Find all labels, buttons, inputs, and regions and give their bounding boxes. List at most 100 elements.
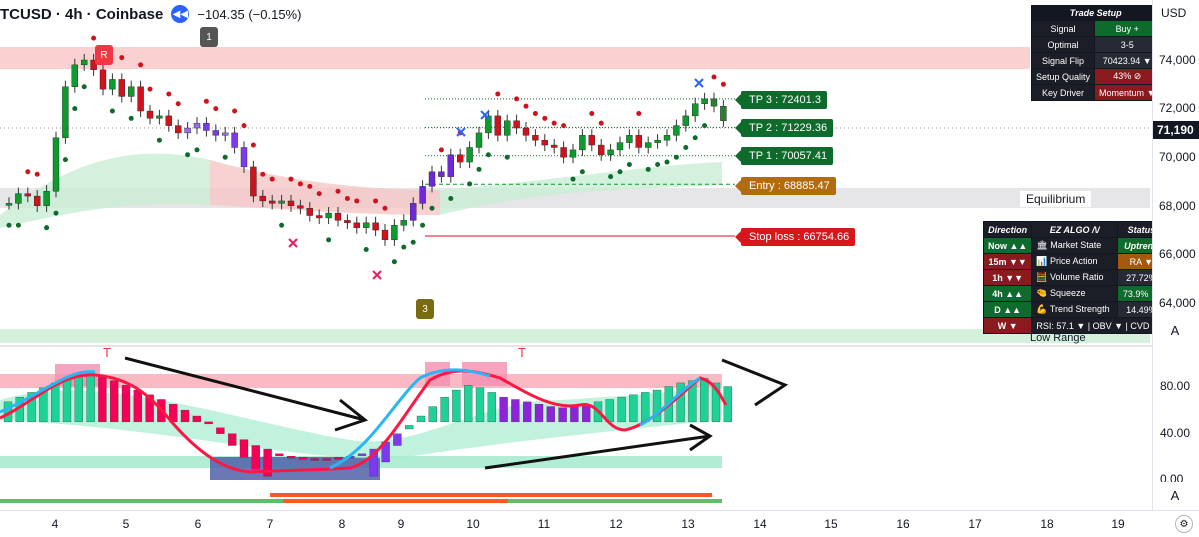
trail-dot <box>185 152 191 158</box>
candle-body <box>710 98 718 107</box>
osc-histogram-bar <box>204 421 213 425</box>
candle-body <box>701 98 708 104</box>
osc-histogram-bar <box>499 396 508 423</box>
candle-body <box>410 203 417 221</box>
osc-histogram-bar <box>27 392 36 423</box>
setup-row: Key Driver Momentum ▼ <box>1030 84 1161 101</box>
trail-dot <box>514 96 520 102</box>
low-range-label: Low Range <box>1030 332 1086 344</box>
candle-body <box>193 122 201 129</box>
trail-dot <box>532 110 538 116</box>
oscillator-auto-button[interactable]: A <box>1170 488 1180 503</box>
osc-histogram-bar <box>310 458 319 461</box>
candle-body <box>325 212 332 219</box>
osc-histogram-bar <box>121 385 131 423</box>
time-axis[interactable]: 4 5 6 7 8 9 10 11 12 13 14 15 16 17 18 1… <box>0 510 1199 537</box>
trail-dot <box>91 35 97 41</box>
candle-body <box>165 115 173 126</box>
oscillator-tick: 80.00 <box>1160 379 1191 393</box>
candle-body <box>52 137 60 192</box>
symbol-title[interactable]: TCUSD · 4h · Coinbase <box>0 5 164 23</box>
osc-histogram-bar <box>452 389 461 423</box>
trail-dot <box>119 55 125 61</box>
trail-dot <box>260 171 266 177</box>
candle-body <box>466 147 473 163</box>
candle-body <box>494 115 501 136</box>
osc-histogram-bar <box>393 433 402 446</box>
candle-body <box>62 86 69 138</box>
osc-blue-line <box>329 368 491 470</box>
candle-body <box>231 132 238 148</box>
trail-dot <box>382 205 388 211</box>
osc-histogram-bar <box>369 448 378 477</box>
trail-dot <box>373 198 379 204</box>
osc-histogram-bar <box>534 404 544 423</box>
candle-body <box>522 127 530 136</box>
trail-dot <box>429 205 435 211</box>
trail-dot <box>720 81 726 87</box>
price-tick: 74,000 <box>1159 53 1196 67</box>
candle-body <box>43 191 50 207</box>
candle-body <box>560 147 567 158</box>
candle-body <box>240 147 248 168</box>
osc-histogram-bar <box>298 457 308 460</box>
trail-dot <box>504 154 510 160</box>
candle-body <box>532 135 539 141</box>
time-tick: 15 <box>824 517 838 531</box>
trail-dot <box>109 108 115 114</box>
osc-red-line <box>0 369 728 474</box>
setup-row: Signal Buy + <box>1030 20 1161 37</box>
osc-overbought-band <box>0 374 722 388</box>
trail-dot <box>316 191 322 197</box>
trail-dot <box>194 147 200 153</box>
trail-dot <box>15 222 21 228</box>
price-axis[interactable]: USD 74,000 72,000 71,190 70,000 68,000 6… <box>1152 0 1199 510</box>
auto-scale-button[interactable]: A <box>1170 323 1180 338</box>
trail-dot <box>138 62 144 68</box>
tp3-label: TP 3 : 72401.3 <box>735 91 827 109</box>
trail-dot <box>72 106 78 112</box>
osc-histogram-bar <box>700 378 709 423</box>
osc-histogram-bar <box>133 389 142 423</box>
candle-body <box>250 166 257 197</box>
candle-body <box>551 144 558 148</box>
algo-row: 1h ▼▼ 🧮 Volume Ratio 27.72% <box>982 269 1166 286</box>
candle-body <box>720 105 727 121</box>
trail-dot <box>326 237 332 243</box>
osc-histogram-bar <box>357 453 367 456</box>
time-tick: 8 <box>338 517 346 531</box>
candle-body <box>541 139 548 146</box>
candle-body <box>569 149 577 158</box>
rewind-icon[interactable]: ◀◀ <box>171 5 190 23</box>
candle-body <box>334 212 342 221</box>
trail-dot <box>391 259 397 265</box>
trail-dot <box>476 166 482 172</box>
candle-body <box>363 222 370 228</box>
gear-icon[interactable]: ⚙ <box>1175 515 1193 533</box>
algo-row: Now ▲▲ 🏛 Market State Uptrend <box>982 237 1166 254</box>
trail-dot <box>401 244 407 250</box>
osc-blue-line <box>0 370 96 414</box>
trail-dot <box>608 174 614 180</box>
candle-body <box>372 222 379 231</box>
osc-histogram-bar <box>192 415 201 423</box>
chart-header: TCUSD · 4h · Coinbase ◀◀ −104.35 (−0.15%… <box>0 4 301 24</box>
algo-row: D ▲▲ 💪 Trend Strength 14.49% <box>982 301 1166 318</box>
time-tick: 11 <box>537 517 551 531</box>
trail-dot <box>166 91 172 97</box>
oscillator-tick: 40.00 <box>1160 426 1191 440</box>
candle-body <box>475 132 483 148</box>
trail-dot <box>307 183 313 189</box>
trail-dot <box>579 169 585 175</box>
trail-dot <box>232 108 238 114</box>
stop-loss-label: Stop loss : 66754.66 <box>734 228 856 246</box>
candle-body <box>616 142 624 151</box>
candle-body <box>682 115 689 126</box>
algo-row: 15m ▼▼ 📊 Price Action RA ▼ <box>982 253 1166 270</box>
trail-dot <box>6 222 12 228</box>
trail-dot <box>626 161 632 167</box>
algo-header-direction: Direction <box>982 221 1033 238</box>
candle-body <box>428 171 436 187</box>
